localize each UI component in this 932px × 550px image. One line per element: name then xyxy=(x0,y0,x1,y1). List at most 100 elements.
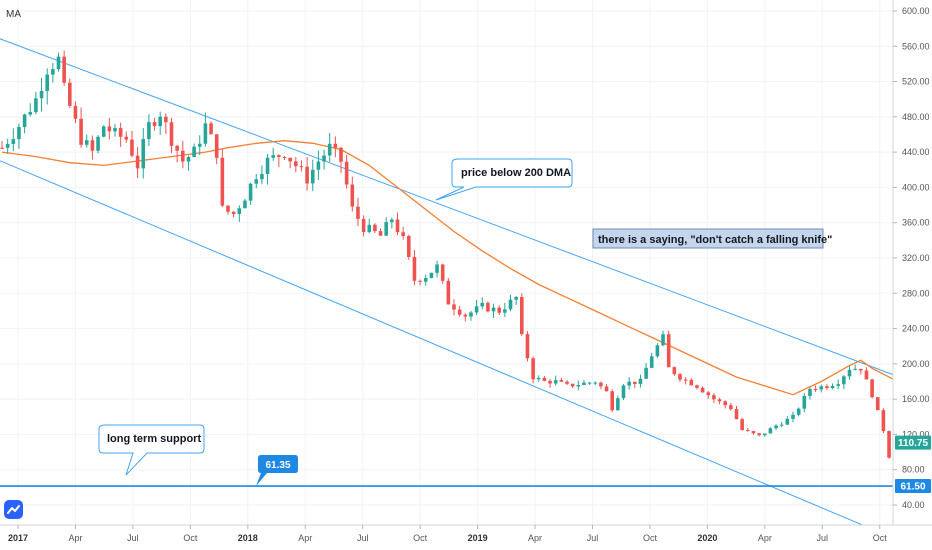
candle-body xyxy=(96,136,100,151)
last-price-tag[interactable] xyxy=(895,435,931,450)
candle-body xyxy=(231,211,236,215)
candle-body xyxy=(525,334,530,359)
candle-body xyxy=(536,377,541,380)
candle-body xyxy=(864,370,869,380)
y-tick-label: 240.00 xyxy=(902,324,930,334)
x-tick-label: Jul xyxy=(357,533,369,543)
candle-body xyxy=(740,419,744,431)
candle-body xyxy=(277,155,281,157)
candle-body xyxy=(853,368,857,370)
tv-logo-icon[interactable] xyxy=(4,500,23,519)
x-tick-label: Apr xyxy=(298,533,312,543)
candle-body xyxy=(288,157,292,162)
candle-body xyxy=(457,309,462,315)
candle-body xyxy=(214,134,219,158)
y-tick-label: 320.00 xyxy=(902,253,930,263)
candle-body xyxy=(327,143,332,156)
candle-body xyxy=(695,385,699,388)
candle-body xyxy=(802,395,807,409)
candle-body xyxy=(683,379,688,381)
note-box xyxy=(592,228,824,249)
candle-body xyxy=(870,379,874,398)
candle-body xyxy=(203,123,208,144)
candle-body xyxy=(220,157,225,206)
candle-body xyxy=(717,399,722,402)
indicator-label[interactable]: MA xyxy=(6,9,21,20)
candle-body xyxy=(282,156,287,158)
candle-body xyxy=(649,356,654,368)
descending-channel[interactable] xyxy=(0,37,932,532)
x-tick-label: Jul xyxy=(587,533,599,543)
callout-bubble xyxy=(435,158,573,201)
y-tick-label: 360.00 xyxy=(902,218,930,228)
candle-body xyxy=(124,136,129,140)
x-tick-label: Oct xyxy=(643,533,658,543)
candle-body xyxy=(209,123,213,135)
candle-body xyxy=(672,367,677,375)
candle-body xyxy=(90,140,95,151)
candle-body xyxy=(593,382,598,384)
candle-body xyxy=(11,139,16,144)
x-axis-background xyxy=(0,525,932,550)
y-tick-label: 120.00 xyxy=(902,429,930,439)
candle-body xyxy=(373,224,377,232)
candle-body xyxy=(17,126,21,140)
candle-body xyxy=(830,385,835,389)
price-label-text: 61.35 xyxy=(265,460,290,471)
y-tick-label: 80.00 xyxy=(902,465,925,475)
candle-body xyxy=(407,236,411,257)
candle-body xyxy=(423,277,428,282)
candle-body xyxy=(62,56,66,83)
candle-body xyxy=(39,90,44,99)
support-price-tag[interactable] xyxy=(895,479,931,494)
x-tick-label: 2020 xyxy=(697,533,717,543)
x-tick-label: Oct xyxy=(873,533,888,543)
callout-price-below-ma[interactable]: price below 200 DMA xyxy=(435,158,573,201)
candle-body xyxy=(130,139,134,156)
candle-body xyxy=(678,374,682,380)
price-label-61-35[interactable]: 61.35 xyxy=(256,455,298,487)
candle-body xyxy=(548,380,552,384)
candle-body xyxy=(774,425,778,429)
candle-body xyxy=(28,112,33,115)
candle-body xyxy=(361,218,366,233)
candle-body xyxy=(45,74,49,91)
channel-lower-line[interactable] xyxy=(0,159,878,532)
candle-body xyxy=(158,116,162,127)
x-tick-label: Apr xyxy=(758,533,772,543)
candle-body xyxy=(384,222,388,236)
candle-body xyxy=(746,430,750,432)
y-tick-label: 400.00 xyxy=(902,182,930,192)
candle-body xyxy=(712,395,716,400)
candle-body xyxy=(700,387,705,393)
candle-body xyxy=(520,296,524,335)
candle-body xyxy=(395,219,400,233)
note-falling-knife[interactable]: there is a saying, "don't catch a fallin… xyxy=(592,228,832,249)
candle-body xyxy=(356,206,360,219)
y-tick-label: 200.00 xyxy=(902,359,930,369)
channel-upper-line[interactable] xyxy=(0,37,932,432)
candle-body xyxy=(322,155,326,162)
candle-body xyxy=(310,169,315,184)
x-axis: 2017 Apr Jul Oct 2018 Apr Jul Oct 2019 Apr Jul Oct 2… xyxy=(0,524,932,550)
candle-body xyxy=(757,433,761,436)
x-tick-label: Jul xyxy=(817,533,829,543)
candle-body xyxy=(610,391,614,411)
candle-body xyxy=(271,155,275,158)
callout-long-term-support[interactable]: long term support xyxy=(98,424,205,476)
candle-body xyxy=(881,410,886,432)
candle-body xyxy=(435,264,439,273)
candle-body xyxy=(785,418,790,425)
grid-lines xyxy=(0,0,893,525)
candle-body xyxy=(339,147,343,162)
candle-body xyxy=(621,385,626,399)
candle-body xyxy=(248,183,253,201)
candle-body xyxy=(401,232,405,237)
candle-body xyxy=(22,114,27,127)
candle-body xyxy=(333,143,338,148)
candle-body xyxy=(751,431,756,434)
candle-body xyxy=(813,389,818,391)
x-tick-label: 2018 xyxy=(238,533,258,543)
